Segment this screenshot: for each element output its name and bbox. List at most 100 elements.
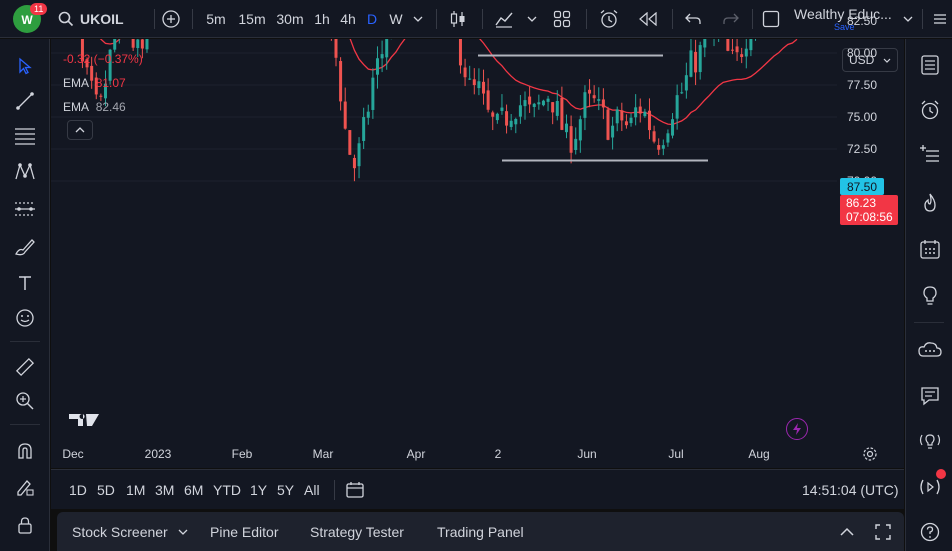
alert-button[interactable] xyxy=(596,0,622,38)
redo-button[interactable] xyxy=(720,0,742,38)
chart-pane[interactable]: Dec 2023 Feb Mar Apr 2 Jun Jul Aug -0.32 (−0.37%… xyxy=(51,39,904,468)
streams-button[interactable] xyxy=(914,426,946,458)
replay-button[interactable] xyxy=(636,0,660,38)
currency-selector[interactable]: USD xyxy=(842,48,898,72)
list-plus-icon xyxy=(920,145,939,162)
brush-tool[interactable] xyxy=(8,230,42,264)
compare-symbol-button[interactable] xyxy=(160,0,182,38)
question-icon xyxy=(920,522,940,542)
chart-settings-button[interactable] xyxy=(861,445,879,463)
tab-strategy-tester[interactable]: Strategy Tester xyxy=(310,512,404,551)
candle-body xyxy=(532,103,536,107)
indicators-dropdown[interactable] xyxy=(524,0,540,38)
go-to-date-button[interactable] xyxy=(345,470,365,510)
price-chart[interactable]: Dec 2023 Feb Mar Apr 2 Jun Jul Aug xyxy=(51,39,904,468)
emoji-tool[interactable] xyxy=(8,301,42,335)
interval-30m[interactable]: 30m xyxy=(274,0,306,38)
live-button[interactable] xyxy=(914,469,946,503)
range-1d[interactable]: 1D xyxy=(69,470,87,510)
candle-body xyxy=(661,145,665,149)
magnet-tool[interactable] xyxy=(8,434,42,468)
interval-label: 30m xyxy=(276,11,304,27)
prediction-tool[interactable] xyxy=(8,192,42,226)
interval-5m[interactable]: 5m xyxy=(203,0,229,38)
time-axis-label: 2 xyxy=(495,447,502,461)
indicators-button[interactable] xyxy=(490,0,518,38)
ema-legend-2[interactable]: EMA 82.46 xyxy=(63,100,126,114)
candle-body xyxy=(468,78,472,80)
ema-label: EMA xyxy=(63,76,89,90)
candle-body xyxy=(145,39,149,50)
price-axis[interactable]: USD 95.0092.5090.0082.5080.0077.5075.007… xyxy=(837,14,904,468)
candle-body xyxy=(689,50,693,77)
zoom-tool[interactable] xyxy=(8,384,42,418)
candle-body xyxy=(500,107,504,111)
events-button[interactable] xyxy=(786,418,808,440)
interval-1h[interactable]: 1h xyxy=(312,0,332,38)
trend-line-tool[interactable] xyxy=(8,84,42,118)
measure-tool[interactable] xyxy=(8,350,42,384)
time-axis-label: Dec xyxy=(62,447,83,461)
candle-body xyxy=(569,126,573,153)
watchlist-button[interactable] xyxy=(914,49,946,81)
price-tick-label: 80.00 xyxy=(847,46,878,60)
price-change: -0.32 (−0.37%) xyxy=(63,52,143,66)
range-all[interactable]: All xyxy=(304,470,320,510)
ideas-button[interactable] xyxy=(914,280,946,312)
alerts-button[interactable] xyxy=(914,94,946,126)
range-1m[interactable]: 1M xyxy=(126,470,145,510)
fib-retracement-icon xyxy=(15,128,35,145)
tab-trading-panel[interactable]: Trading Panel xyxy=(437,512,524,551)
maximize-icon xyxy=(875,523,891,540)
fib-tool[interactable] xyxy=(8,119,42,153)
tab-stock-screener[interactable]: Stock Screener xyxy=(72,512,188,551)
maximize-panel-button[interactable] xyxy=(875,512,891,551)
candle-body xyxy=(638,106,642,114)
logo-button[interactable]: W 11 xyxy=(10,0,48,38)
symbol-search[interactable]: UKOIL xyxy=(58,0,138,38)
range-1y[interactable]: 1Y xyxy=(250,470,267,510)
object-tree-button[interactable] xyxy=(914,139,946,171)
range-5y[interactable]: 5Y xyxy=(277,470,294,510)
range-ytd[interactable]: YTD xyxy=(213,470,241,510)
lock-drawings-tool[interactable] xyxy=(8,508,42,542)
more-menu-button[interactable] xyxy=(930,0,950,38)
fullscreen-checkbox[interactable] xyxy=(760,0,782,38)
layout-dropdown[interactable] xyxy=(900,0,916,38)
tab-pine-editor[interactable]: Pine Editor xyxy=(210,512,278,551)
ema-legend-1[interactable]: EMA 81.07 xyxy=(63,76,126,90)
stay-drawing-tool[interactable] xyxy=(8,470,42,504)
time-axis-label: 2023 xyxy=(145,447,172,461)
calendar-icon xyxy=(920,240,940,259)
date-range-bar: 1D 5D 1M 3M 6M YTD 1Y 5Y All 14:51:04 (U… xyxy=(51,469,904,509)
timezone-clock[interactable]: 14:51:04 (UTC) xyxy=(802,470,898,510)
cursor-tool[interactable] xyxy=(8,49,42,83)
candle-body xyxy=(578,119,582,141)
layouts-button[interactable] xyxy=(550,0,574,38)
candle-body xyxy=(463,67,467,78)
chats-button[interactable] xyxy=(914,335,946,367)
interval-15m[interactable]: 15m xyxy=(236,0,268,38)
help-button[interactable] xyxy=(914,516,946,548)
layout-name-button[interactable]: Wealthy Educ... Save xyxy=(794,0,894,38)
expand-panel-button[interactable] xyxy=(839,512,855,551)
undo-button[interactable] xyxy=(682,0,704,38)
interval-4h[interactable]: 4h xyxy=(338,0,358,38)
top-toolbar: W 11 UKOIL 5m 15m 30m 1h 4h D W xyxy=(0,0,952,38)
interval-w[interactable]: W xyxy=(386,0,406,38)
text-tool[interactable] xyxy=(8,266,42,300)
candle-body xyxy=(666,133,670,143)
calendar-button[interactable] xyxy=(914,233,946,265)
range-3m[interactable]: 3M xyxy=(155,470,174,510)
pattern-tool[interactable] xyxy=(8,155,42,189)
chart-type-button[interactable] xyxy=(446,0,470,38)
range-5d[interactable]: 5D xyxy=(97,470,115,510)
messages-button[interactable] xyxy=(914,380,946,412)
candle-body xyxy=(643,111,647,117)
collapse-legend-button[interactable] xyxy=(67,120,93,140)
interval-dropdown[interactable] xyxy=(410,0,426,38)
cursor-icon xyxy=(19,57,32,75)
range-6m[interactable]: 6M xyxy=(184,470,203,510)
interval-d-active[interactable]: D xyxy=(364,0,380,38)
hotlists-button[interactable] xyxy=(914,187,946,219)
